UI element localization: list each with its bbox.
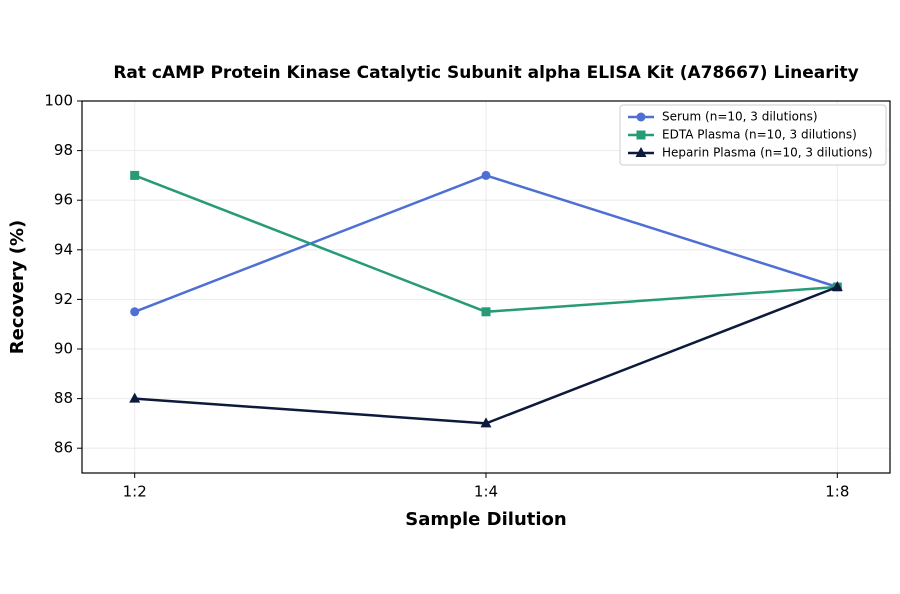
y-tick-label: 100: [44, 92, 73, 110]
marker: [481, 307, 491, 317]
legend: Serum (n=10, 3 dilutions) EDTA Plasma (n=…: [619, 104, 887, 166]
x-axis-label: Sample Dilution: [405, 509, 566, 530]
x-tick-label: 1:8: [825, 483, 849, 501]
marker: [129, 392, 141, 403]
y-tick-label: 96: [54, 191, 73, 209]
marker: [481, 170, 491, 180]
y-tick-label: 88: [54, 389, 73, 407]
marker: [831, 281, 843, 291]
y-axis-label: Recovery (%): [7, 220, 28, 354]
y-tick-label: 98: [54, 141, 73, 159]
plot-lines: [129, 170, 843, 428]
x-tick-label: 1:2: [123, 483, 147, 501]
plot-frame: [81, 100, 891, 474]
y-tick-label: 92: [54, 290, 73, 308]
chart-title: Rat cAMP Protein Kinase Catalytic Subuni…: [113, 63, 858, 83]
y-tick-label: 86: [54, 439, 73, 457]
y-tick-label: 90: [54, 340, 73, 358]
marker: [636, 112, 646, 122]
x-tick-label: 1:4: [474, 483, 498, 501]
legend-label: Heparin Plasma (n=10, 3 dilutions): [662, 146, 873, 160]
legend-label: Serum (n=10, 3 dilutions): [662, 110, 818, 124]
marker: [635, 147, 647, 157]
marker: [130, 170, 140, 180]
y-tick-label: 94: [54, 240, 73, 258]
marker: [636, 130, 646, 140]
marker: [130, 307, 140, 317]
legend-box: [619, 104, 887, 166]
marker: [480, 417, 492, 428]
legend-label: EDTA Plasma (n=10, 3 dilutions): [662, 128, 857, 142]
